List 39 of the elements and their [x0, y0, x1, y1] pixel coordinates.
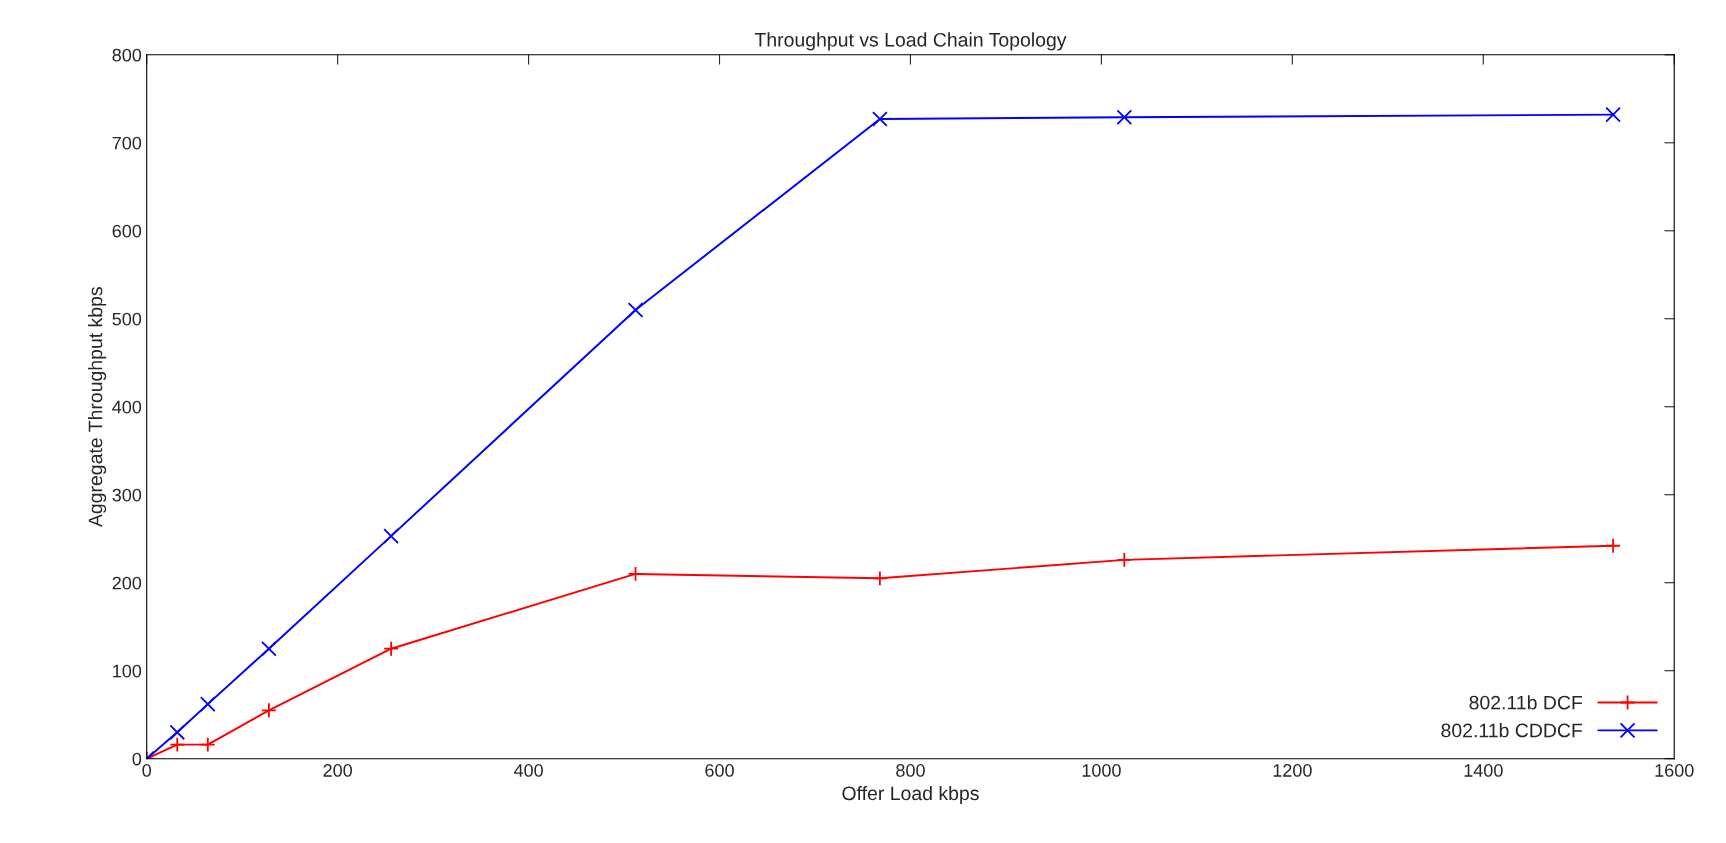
point [872, 111, 888, 127]
point [199, 736, 216, 753]
y-axis-title: Aggregate Throughput kbps [88, 287, 107, 528]
point [1605, 106, 1621, 123]
y-tick-label: 0 [132, 752, 142, 766]
x-axis-title: Offer Load kbps [842, 785, 979, 805]
y-tick-label: 800 [112, 48, 142, 62]
y-tick-label: 100 [113, 664, 142, 678]
point [1605, 537, 1621, 554]
point [627, 302, 644, 318]
x-tick-label: 200 [323, 764, 353, 777]
point [199, 696, 216, 712]
point [383, 528, 399, 544]
x-tick-label: 1000 [1082, 764, 1121, 777]
x-tick-label: 0 [142, 764, 152, 777]
x-tick-label: 1600 [1655, 764, 1694, 777]
point [169, 736, 186, 753]
point [872, 570, 888, 587]
x-tick-label: 400 [513, 764, 543, 777]
y-tick-label: 600 [112, 224, 142, 238]
x-tick-label: 600 [705, 764, 734, 777]
x-tick-label: 1400 [1464, 764, 1503, 777]
y-tick-label: 500 [112, 312, 142, 326]
y-tick-label: 700 [112, 136, 142, 150]
point [627, 566, 644, 582]
y-tick-label: 300 [112, 488, 142, 502]
point [261, 702, 277, 719]
point [261, 640, 277, 657]
x-tick-label: 1200 [1273, 764, 1312, 777]
point [1116, 109, 1133, 126]
point [1116, 551, 1133, 568]
legend-label: 802.11b CDDCF [1441, 723, 1583, 738]
point [169, 724, 186, 741]
point [383, 640, 399, 657]
legend-label: 802.11b DCF [1469, 695, 1583, 710]
y-tick-label: 400 [112, 400, 142, 414]
y-tick-label: 200 [112, 576, 142, 590]
chart-title: Throughput vs Load Chain Topology [754, 32, 1067, 51]
x-tick-label: 800 [896, 764, 925, 777]
